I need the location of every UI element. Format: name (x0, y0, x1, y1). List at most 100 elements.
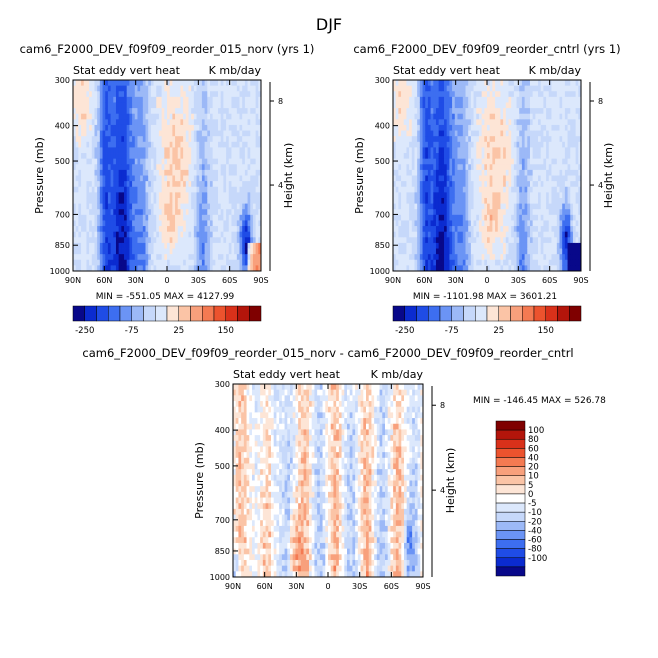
heatmap-cell (177, 175, 181, 182)
heatmap-cell (247, 158, 251, 165)
heatmap-cell (220, 254, 224, 261)
heatmap-cell (86, 119, 90, 126)
heatmap-cell (247, 136, 251, 143)
heatmap-cell (492, 147, 496, 154)
heatmap-cell (551, 113, 555, 120)
heatmap-cell (519, 119, 523, 126)
heatmap-cell (538, 119, 542, 126)
heatmap-cell (393, 214, 397, 221)
heatmap-cell (99, 136, 103, 143)
heatmap-cell (470, 153, 474, 160)
heatmap-cell (473, 254, 477, 261)
heatmap-cell (89, 91, 93, 98)
heatmap-cell (554, 80, 558, 87)
heatmap-cell (220, 169, 224, 176)
heatmap-cell (417, 259, 421, 266)
heatmap-cell (89, 248, 93, 255)
heatmap-cell (99, 153, 103, 160)
heatmap-cell (209, 197, 214, 204)
heatmap-cell (167, 147, 171, 154)
heatmap-cell (81, 153, 85, 160)
heatmap-cell (409, 237, 413, 244)
heatmap-cell (242, 124, 246, 131)
heatmap-cell (454, 197, 458, 204)
heatmap-cell (105, 147, 109, 154)
heatmap-cell (183, 136, 187, 143)
heatmap-cell (446, 169, 450, 176)
heatmap-cell (438, 153, 442, 160)
heatmap-cell (191, 147, 195, 154)
heatmap-cell (255, 197, 259, 204)
heatmap-cell (86, 85, 90, 92)
heatmap-cell (105, 231, 109, 238)
heatmap-cell (543, 119, 547, 126)
heatmap-cell (255, 237, 259, 244)
heatmap-cell (218, 153, 222, 160)
heatmap-cell (118, 197, 122, 204)
heatmap-cell (417, 113, 421, 120)
heatmap-cell (578, 169, 582, 176)
heatmap-cell (492, 259, 496, 266)
heatmap-cell (495, 197, 499, 204)
heatmap-cell (137, 237, 141, 244)
heatmap-cell (452, 186, 456, 193)
heatmap-cell (81, 186, 85, 193)
heatmap-cell (546, 192, 550, 199)
heatmap-cell (540, 259, 544, 266)
heatmap-cell (543, 203, 547, 210)
heatmap-cell (409, 153, 413, 160)
heatmap-cell (540, 231, 544, 238)
heatmap-cell (156, 147, 160, 154)
heatmap-cell (554, 237, 558, 244)
heatmap-cell (427, 226, 431, 233)
heatmap-cell (177, 164, 181, 171)
heatmap-cell (417, 203, 421, 210)
heatmap-cell (433, 181, 437, 188)
heatmap-cell (414, 130, 418, 137)
heatmap-cell (419, 242, 423, 249)
heatmap-cell (430, 91, 434, 98)
heatmap-cell (250, 214, 254, 221)
heatmap-cell (411, 197, 415, 204)
heatmap-cell (193, 147, 197, 154)
heatmap-cell (86, 237, 90, 244)
heatmap-cell (540, 237, 544, 244)
heatmap-cell (411, 175, 415, 182)
heatmap-cell (207, 237, 211, 244)
heatmap-cell (258, 197, 262, 204)
heatmap-cell (401, 181, 405, 188)
heatmap-cell (226, 91, 230, 98)
heatmap-cell (433, 231, 437, 238)
heatmap-cell (238, 497, 242, 504)
heatmap-cell (235, 423, 239, 430)
heatmap-cell (239, 80, 243, 87)
heatmap-cell (465, 265, 469, 272)
heatmap-cell (548, 254, 552, 261)
heatmap-cell (433, 130, 437, 137)
heatmap-cell (532, 130, 536, 137)
heatmap-cell (89, 108, 93, 115)
heatmap-cell (519, 96, 523, 103)
heatmap-cell (417, 231, 421, 238)
heatmap-cell (508, 209, 512, 216)
heatmap-cell (252, 136, 257, 143)
heatmap-cell (129, 96, 133, 103)
heatmap-cell (148, 214, 152, 221)
heatmap-cell (169, 96, 173, 103)
heatmap-cell (433, 164, 437, 171)
heatmap-cell (503, 147, 507, 154)
heatmap-cell (398, 119, 402, 126)
heatmap-cell (83, 80, 87, 87)
heatmap-cell (554, 186, 558, 193)
heatmap-cell (113, 209, 117, 216)
heatmap-cell (470, 136, 474, 143)
heatmap-cell (220, 124, 224, 131)
legend-swatch (392, 305, 405, 322)
heatmap-cell (167, 254, 171, 261)
heatmap-cell (175, 186, 179, 193)
heatmap-cell (250, 96, 254, 103)
heatmap-cell (401, 80, 405, 87)
heatmap-cell (218, 265, 222, 272)
heatmap-cell (554, 130, 558, 137)
heatmap-cell (527, 226, 531, 233)
